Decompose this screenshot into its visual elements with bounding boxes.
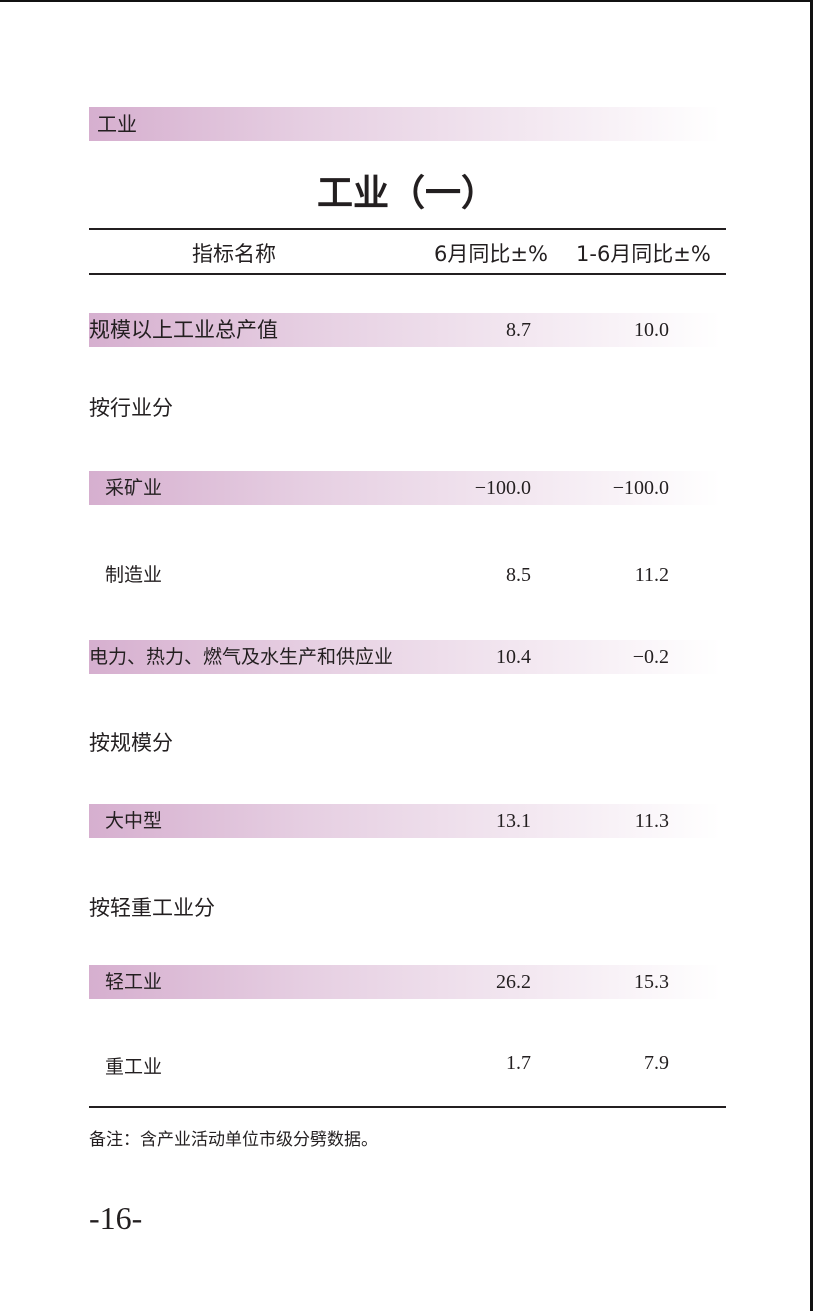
section-label: 工业 (97, 112, 137, 136)
group-heading: 按行业分 (0, 391, 814, 425)
group-label: 按轻重工业分 (89, 896, 215, 920)
ytd-value: −100.0 (612, 477, 669, 499)
ytd-value: 7.9 (644, 1052, 669, 1074)
header-bottom-rule (89, 273, 726, 275)
ytd-value: 11.3 (634, 810, 669, 832)
june-value: 8.5 (506, 564, 531, 586)
table-row: 电力、热力、燃气及水生产和供应业 10.4 −0.2 (0, 640, 814, 674)
row-label: 轻工业 (105, 971, 163, 993)
ytd-value: 11.2 (634, 564, 669, 586)
page-title: 工业（一） (316, 172, 497, 214)
june-value: −100.0 (474, 477, 531, 499)
section-header-band (89, 107, 721, 141)
table-row: 大中型 13.1 11.3 (0, 804, 814, 838)
row-label: 规模以上工业总产值 (89, 318, 278, 342)
header-indicator-name: 指标名称 (192, 242, 276, 266)
row-label: 采矿业 (105, 477, 163, 499)
row-label: 制造业 (105, 564, 163, 586)
row-highlight (89, 313, 721, 347)
table-row: 采矿业 −100.0 −100.0 (0, 471, 814, 505)
page-number: -16- (89, 1200, 143, 1236)
group-heading: 按规模分 (0, 726, 814, 760)
page-border-right (810, 0, 813, 1311)
row-label: 重工业 (105, 1056, 163, 1078)
row-label: 电力、热力、燃气及水生产和供应业 (89, 646, 394, 668)
table-row: 重工业 1.7 7.9 (0, 1050, 814, 1084)
table-top-rule (89, 228, 726, 230)
ytd-value: 10.0 (634, 319, 669, 341)
row-highlight (89, 965, 721, 999)
row-label: 大中型 (105, 810, 163, 832)
table-row: 规模以上工业总产值 8.7 10.0 (0, 313, 814, 347)
row-highlight (89, 471, 721, 505)
header-ytd-yoy: 1-6月同比±% (576, 242, 711, 266)
june-value: 26.2 (496, 971, 531, 993)
group-heading: 按轻重工业分 (0, 891, 814, 925)
group-label: 按行业分 (89, 396, 173, 420)
footnote: 备注：含产业活动单位市级分劈数据。 (89, 1130, 378, 1150)
table-bottom-rule (89, 1106, 726, 1108)
june-value: 13.1 (496, 810, 531, 832)
june-value: 8.7 (506, 319, 531, 341)
ytd-value: −0.2 (632, 646, 669, 668)
table-row: 轻工业 26.2 15.3 (0, 965, 814, 999)
june-value: 1.7 (506, 1052, 531, 1074)
row-highlight (89, 804, 721, 838)
ytd-value: 15.3 (634, 971, 669, 993)
page-border-top (0, 0, 812, 2)
june-value: 10.4 (496, 646, 531, 668)
header-june-yoy: 6月同比±% (434, 242, 548, 266)
group-label: 按规模分 (89, 731, 173, 755)
table-row: 制造业 8.5 11.2 (0, 558, 814, 592)
row-highlight (89, 640, 721, 674)
